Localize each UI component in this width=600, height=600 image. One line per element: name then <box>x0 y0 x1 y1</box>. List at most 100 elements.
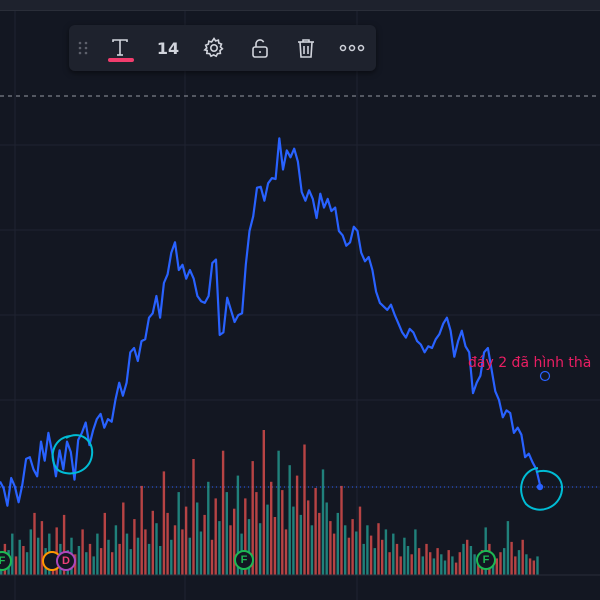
text-T-icon <box>112 39 128 56</box>
volume-bar <box>88 543 92 575</box>
volume-bar <box>425 543 428 575</box>
settings-button[interactable] <box>197 25 231 71</box>
volume-bar <box>188 537 191 575</box>
volume-bar <box>29 529 32 575</box>
volume-bar <box>377 523 380 575</box>
text-tool-button[interactable] <box>103 25 137 71</box>
text-annotation[interactable]: đáy 2 đã hình thà <box>468 355 592 371</box>
volume-bar <box>144 529 147 575</box>
volume-bar <box>381 539 384 575</box>
volume-bar <box>207 481 210 575</box>
volume-bar <box>314 488 317 575</box>
volume-bar <box>525 554 528 575</box>
volume-bar <box>147 543 151 575</box>
more-button[interactable] <box>335 25 369 71</box>
volume-bar <box>155 523 158 575</box>
volume-bar <box>429 552 432 575</box>
volume-bar <box>173 525 177 575</box>
volume-bar <box>325 502 328 575</box>
volume-bar <box>440 554 443 575</box>
volume-bar <box>499 552 502 575</box>
volume-bar <box>99 548 103 575</box>
volume-bar <box>469 546 473 575</box>
volume-bar <box>288 465 291 575</box>
lock-button[interactable] <box>243 25 277 71</box>
volume-bar <box>403 537 406 575</box>
volume-bar <box>159 546 162 575</box>
active-tool-indicator <box>108 58 134 62</box>
grip-dots-icon[interactable] <box>75 25 91 71</box>
volume-bar <box>392 533 395 575</box>
delete-button[interactable] <box>289 25 323 71</box>
volume-bar <box>277 450 280 575</box>
volume-bar <box>136 537 140 575</box>
volume-bar <box>521 539 524 575</box>
volume-bar <box>262 430 265 575</box>
volume-bar <box>122 502 125 575</box>
volume-bar <box>229 525 232 575</box>
event-marker-d[interactable]: D <box>56 551 76 571</box>
volume-bar <box>399 556 402 575</box>
volume-bar <box>133 519 136 575</box>
volume-bar <box>495 558 498 575</box>
volume-bar <box>103 512 106 575</box>
volume-bars <box>0 430 539 575</box>
volume-bar <box>40 521 44 575</box>
volume-bar <box>395 543 399 575</box>
price-line <box>0 137 542 507</box>
volume-bar <box>210 539 214 575</box>
volume-bar <box>273 517 277 575</box>
annotation-anchor-point <box>539 370 551 382</box>
volume-bar <box>258 523 262 575</box>
volume-bar <box>225 492 228 575</box>
volume-bar <box>336 512 339 575</box>
volume-bar <box>344 525 347 575</box>
volume-bar <box>366 525 369 575</box>
volume-bar <box>14 556 18 575</box>
anchor-point-end <box>536 483 544 491</box>
volume-bar <box>532 560 535 575</box>
unlock-icon <box>252 39 268 58</box>
volume-bar <box>406 546 410 575</box>
volume-bar <box>218 521 221 575</box>
trash-icon <box>298 39 314 58</box>
volume-bar <box>11 533 14 575</box>
more-dots-icon <box>339 44 365 52</box>
volume-bar <box>299 514 302 575</box>
volume-bar <box>170 539 173 575</box>
volume-bar <box>503 548 506 575</box>
volume-bar <box>166 512 169 575</box>
marker-label: D <box>62 555 70 567</box>
volume-bar <box>373 548 376 575</box>
event-marker-f[interactable]: F <box>476 550 496 570</box>
volume-bar <box>62 514 66 575</box>
volume-bar <box>329 521 332 575</box>
hand-drawn-circle-left <box>51 434 94 475</box>
volume-bar <box>92 556 95 575</box>
volume-bar <box>303 444 306 575</box>
volume-bar <box>443 560 447 575</box>
volume-bar <box>181 529 184 575</box>
volume-bar <box>236 475 240 575</box>
volume-bar <box>318 512 321 575</box>
volume-bar <box>255 492 258 575</box>
event-marker-f[interactable]: F <box>234 550 254 570</box>
volume-bar <box>310 525 314 575</box>
event-marker-f[interactable]: F <box>0 551 12 571</box>
font-size-button[interactable]: 14 <box>151 25 185 71</box>
volume-bar <box>473 554 476 575</box>
volume-bar <box>203 514 206 575</box>
volume-bar <box>432 558 436 575</box>
volume-bar <box>528 558 532 575</box>
volume-bar <box>214 498 217 575</box>
volume-bar <box>421 556 424 575</box>
volume-bar <box>244 498 247 575</box>
volume-bar <box>111 552 114 575</box>
volume-bar <box>369 535 373 575</box>
volume-bar <box>233 508 236 575</box>
volume-bar <box>340 485 343 575</box>
volume-bar <box>458 552 461 575</box>
volume-bar <box>506 521 510 575</box>
